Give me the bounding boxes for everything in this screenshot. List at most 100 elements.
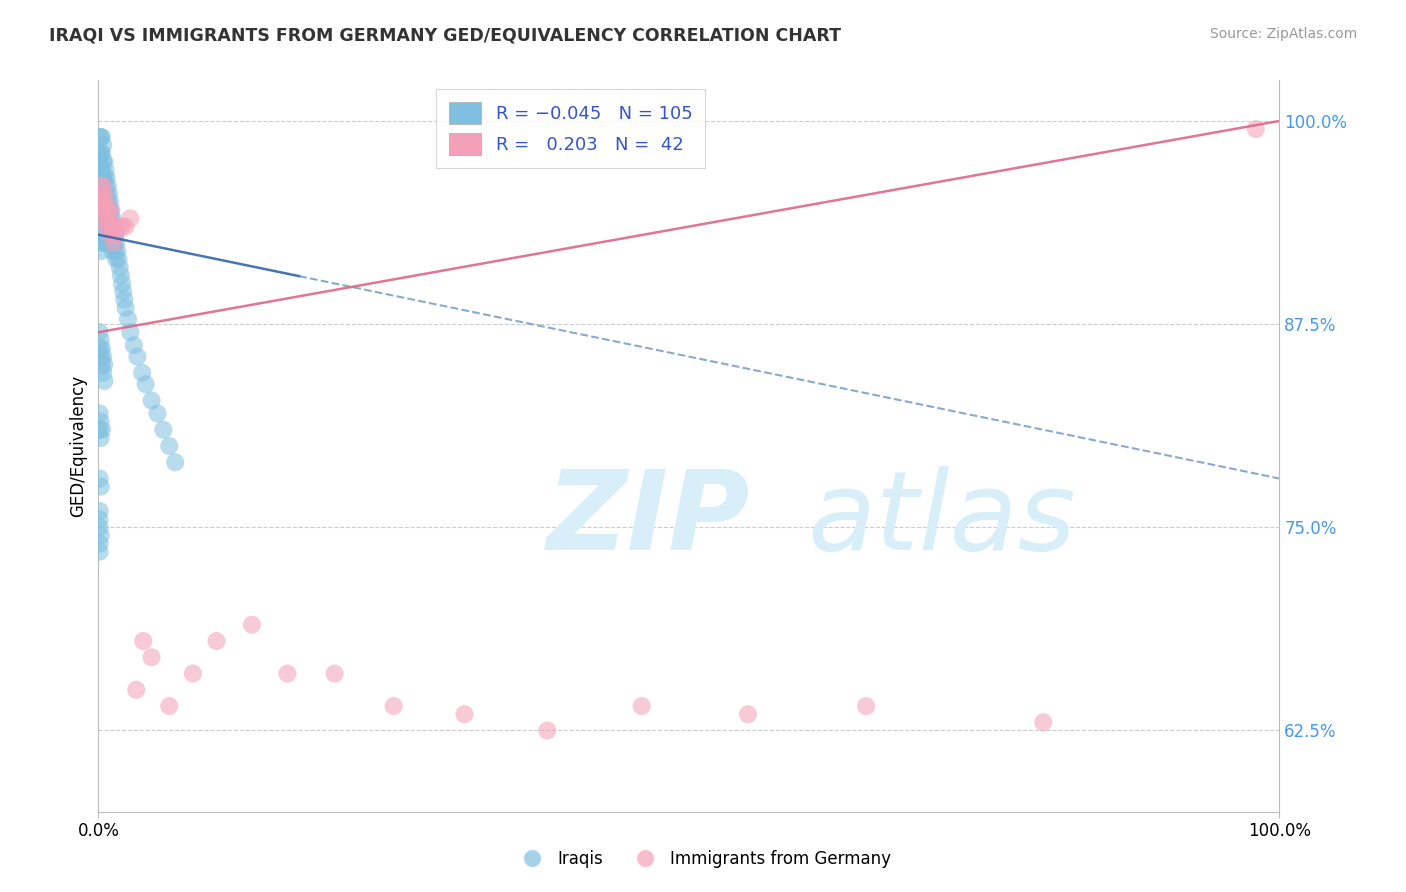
Point: [91, 358, 114, 372]
Point: [131, 366, 153, 380]
Point: [117, 312, 139, 326]
Point: [90, 162, 112, 177]
Point: [97, 195, 120, 210]
Point: [112, 293, 135, 307]
Point: [157, 439, 180, 453]
Point: [89, 504, 111, 518]
Point: [98, 211, 121, 226]
Point: [101, 211, 124, 226]
Point: [91, 195, 114, 210]
Point: [98, 187, 121, 202]
Point: [152, 423, 174, 437]
Point: [96, 203, 118, 218]
Point: [91, 203, 114, 218]
Point: [103, 235, 125, 250]
Point: [89, 130, 111, 145]
Point: [91, 170, 114, 185]
Point: [90, 195, 112, 210]
Point: [122, 338, 145, 352]
Point: [91, 162, 114, 177]
Point: [91, 154, 114, 169]
Point: [90, 431, 112, 445]
Point: [135, 377, 157, 392]
Point: [94, 211, 117, 226]
Point: [205, 634, 228, 648]
Point: [101, 227, 124, 242]
Point: [382, 699, 405, 714]
Point: [101, 219, 124, 234]
Point: [98, 203, 121, 218]
Point: [89, 162, 111, 177]
Point: [93, 203, 115, 218]
Point: [103, 219, 125, 234]
Point: [240, 617, 263, 632]
Point: [97, 219, 120, 234]
Point: [90, 146, 112, 161]
Point: [91, 211, 114, 226]
Point: [89, 195, 111, 210]
Point: [453, 707, 475, 722]
Point: [89, 325, 111, 339]
Point: [93, 358, 115, 372]
Point: [91, 366, 114, 380]
Text: ZIP: ZIP: [547, 466, 751, 573]
Point: [105, 252, 128, 266]
Point: [104, 227, 127, 242]
Point: [91, 178, 114, 193]
Point: [89, 178, 111, 193]
Point: [91, 187, 114, 202]
Point: [89, 544, 111, 558]
Point: [91, 195, 114, 210]
Point: [91, 146, 114, 161]
Point: [94, 227, 117, 242]
Point: [91, 219, 114, 234]
Point: [96, 187, 118, 202]
Point: [93, 374, 115, 388]
Point: [96, 219, 118, 234]
Point: [94, 211, 117, 226]
Point: [97, 178, 120, 193]
Point: [107, 252, 129, 266]
Point: [157, 699, 180, 714]
Point: [90, 480, 112, 494]
Point: [120, 325, 142, 339]
Point: [89, 512, 111, 526]
Point: [93, 170, 115, 185]
Point: [90, 415, 112, 429]
Point: [630, 699, 652, 714]
Point: [89, 407, 111, 421]
Point: [91, 203, 114, 218]
Point: [125, 682, 148, 697]
Point: [91, 138, 114, 153]
Point: [93, 219, 115, 234]
Point: [90, 528, 112, 542]
Point: [90, 130, 112, 145]
Point: [114, 219, 136, 234]
Point: [89, 520, 111, 534]
Point: [105, 235, 128, 250]
Point: [90, 211, 112, 226]
Point: [107, 219, 129, 234]
Point: [97, 211, 120, 226]
Point: [111, 219, 134, 234]
Point: [98, 211, 121, 226]
Point: [91, 187, 114, 202]
Point: [146, 407, 169, 421]
Point: [855, 699, 877, 714]
Point: [91, 178, 114, 193]
Point: [737, 707, 759, 722]
Point: [536, 723, 558, 738]
Point: [89, 423, 111, 437]
Point: [91, 342, 114, 356]
Point: [98, 219, 121, 234]
Point: [96, 170, 118, 185]
Point: [90, 227, 112, 242]
Point: [93, 235, 115, 250]
Point: [93, 203, 115, 218]
Point: [93, 187, 115, 202]
Point: [100, 219, 122, 234]
Point: [91, 227, 114, 242]
Point: [98, 195, 121, 210]
Point: [94, 162, 117, 177]
Point: [141, 393, 163, 408]
